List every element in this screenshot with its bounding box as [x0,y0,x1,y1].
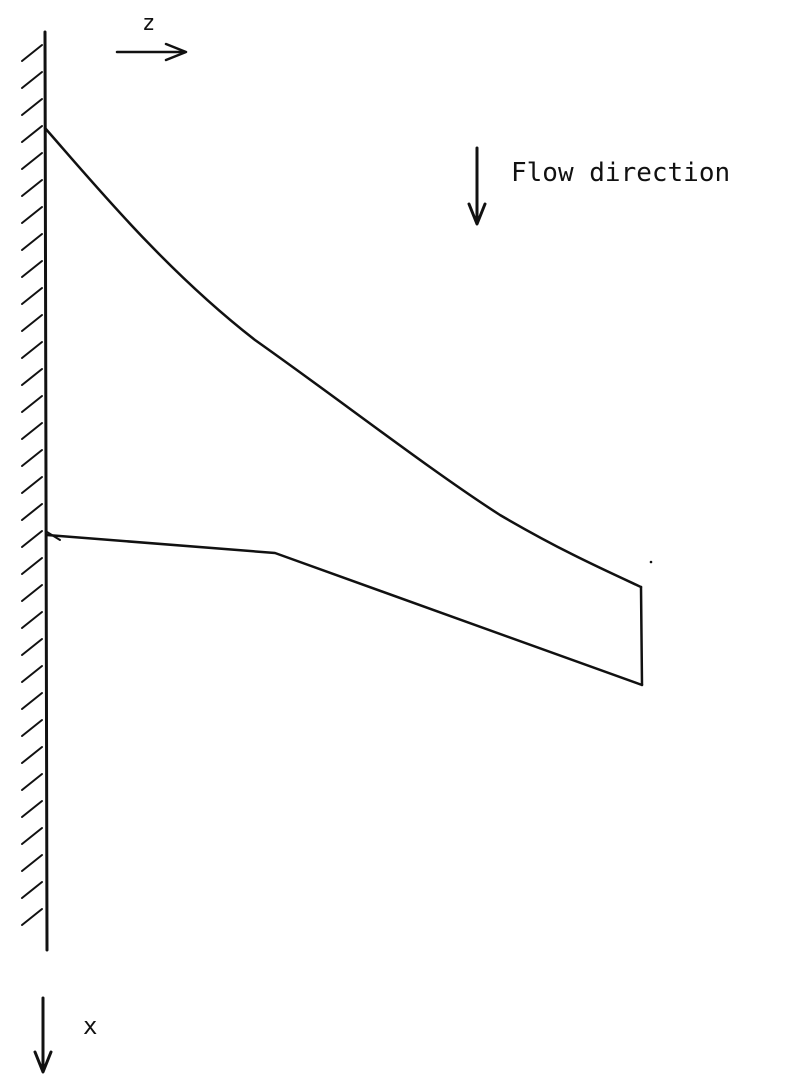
hatch-mark [21,260,43,278]
hatch-mark [21,71,43,89]
hatch-mark [21,692,43,710]
hatch-mark [21,773,43,791]
hatch-mark [21,665,43,683]
hatch-mark [21,476,43,494]
hatch-mark [21,746,43,764]
lower-boundary-start-mark [46,531,61,541]
hatch-mark [21,314,43,332]
hatch-mark [21,611,43,629]
hatch-mark [21,125,43,143]
hatch-mark [21,449,43,467]
upper-boundary-curve [43,126,643,589]
hatch-mark [21,395,43,413]
hatch-mark [21,638,43,656]
wall-line [43,30,49,952]
x-axis-arrow [33,996,53,1074]
hatch-mark [21,719,43,737]
flow-direction-arrow [467,146,487,226]
flow-direction-label: Flow direction [511,158,730,188]
hatch-mark [21,422,43,440]
hatch-mark [21,557,43,575]
hatch-mark [21,98,43,116]
hatch-mark [21,179,43,197]
hatch-mark [21,530,43,548]
x-axis-label: x [83,1012,97,1040]
hatch-mark [21,854,43,872]
hatch-mark [21,908,43,926]
hatch-mark [21,341,43,359]
hatch-mark [21,287,43,305]
hatch-mark [21,800,43,818]
wall-hatching [21,44,43,926]
hatch-mark [21,881,43,899]
z-axis-label: z [142,11,155,36]
hatch-mark [21,44,43,62]
hatch-mark [21,503,43,521]
hatch-mark [21,827,43,845]
lower-boundary-line [45,533,644,687]
hatch-mark [21,368,43,386]
right-edge-line [639,585,644,687]
hatch-mark [21,152,43,170]
z-axis-arrow [115,42,188,62]
hatch-mark [21,206,43,224]
hatch-mark [21,584,43,602]
hatch-mark [21,233,43,251]
stray-dot [649,560,653,564]
